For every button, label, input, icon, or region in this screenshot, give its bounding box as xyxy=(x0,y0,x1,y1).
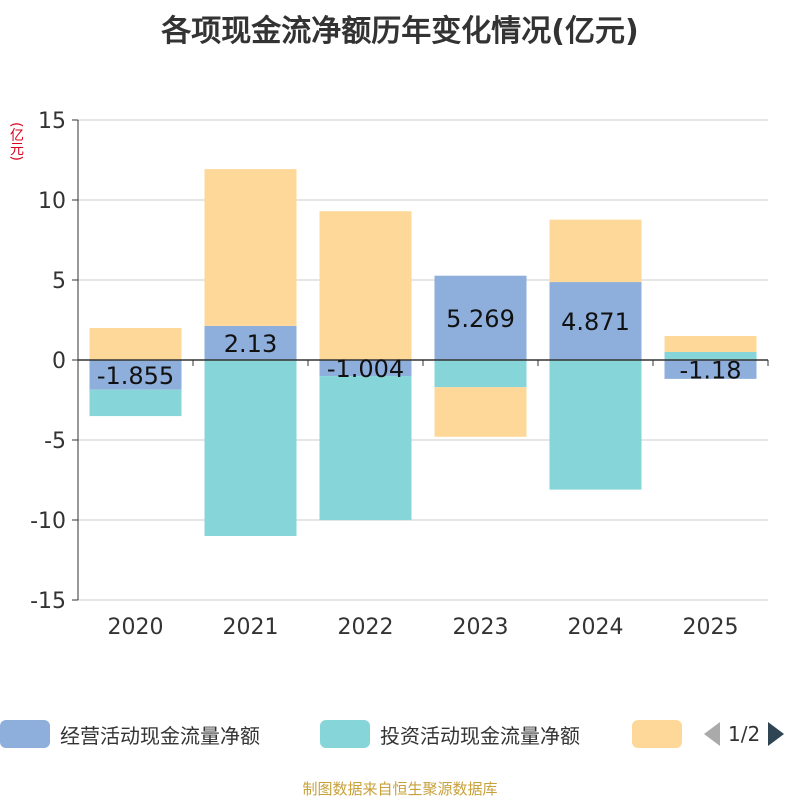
bar-2023-s1 xyxy=(434,360,527,388)
data-label: 4.871 xyxy=(561,308,630,336)
bar-2022-s2 xyxy=(319,211,412,360)
bar-2021-s0 xyxy=(204,325,297,360)
triangle-left-icon[interactable] xyxy=(702,720,720,748)
data-label: 5.269 xyxy=(446,305,515,333)
x-tick-label: 2021 xyxy=(223,615,279,640)
legend-label-investing: 投资活动现金流量净额 xyxy=(380,723,580,748)
y-tick-label: -5 xyxy=(44,429,66,454)
y-tick-label: 15 xyxy=(38,109,66,134)
y-tick-label: 5 xyxy=(52,269,66,294)
legend-item-financing[interactable] xyxy=(632,716,682,752)
legend-label-operating: 经营活动现金流量净额 xyxy=(60,723,260,748)
legend-item-operating[interactable]: 经营活动现金流量净额 xyxy=(0,716,260,752)
legend: 经营活动现金流量净额 投资活动现金流量净额 xyxy=(0,716,800,752)
y-axis-unit-label: (亿元) xyxy=(8,122,24,161)
data-label: 2.13 xyxy=(224,330,277,358)
bar-2020-s1 xyxy=(89,389,182,417)
x-tick-label: 2025 xyxy=(683,615,739,640)
bar-2020-s0 xyxy=(89,360,182,390)
bar-2021-s1 xyxy=(204,360,297,536)
pager-text: 1/2 xyxy=(728,722,761,746)
y-tick-label: -15 xyxy=(30,589,66,614)
legend-swatch-financing xyxy=(632,720,682,748)
bar-2024-s2 xyxy=(549,219,642,283)
stacked-bar-chart: 15 10 5 0 -5 -10 -15 2020 2021 2022 2023 2024 2025 -1… xyxy=(30,109,769,640)
legend-swatch-investing xyxy=(320,720,370,748)
bar-2025-s2 xyxy=(664,336,757,352)
x-tick-label: 2020 xyxy=(108,615,164,640)
legend-swatch-operating xyxy=(0,720,50,748)
legend-item-investing[interactable]: 投资活动现金流量净额 xyxy=(320,716,580,752)
bar-2021-s2 xyxy=(204,169,297,326)
bar-2023-s0 xyxy=(434,275,527,360)
data-label: -1.18 xyxy=(679,356,741,384)
bar-2022-s0 xyxy=(319,360,412,377)
legend-pager: 1/2 xyxy=(702,716,786,752)
x-tick-label: 2023 xyxy=(453,615,509,640)
data-label: -1.004 xyxy=(327,355,404,383)
bar-2020-s2 xyxy=(89,328,182,360)
y-tick-label: -10 xyxy=(30,509,66,534)
bar-2025-s1 xyxy=(664,352,757,360)
bar-2023-s2 xyxy=(434,387,527,437)
bar-2025-s0 xyxy=(664,360,757,379)
data-label: -1.855 xyxy=(97,362,174,390)
y-tick-label: 0 xyxy=(52,349,66,374)
bar-2024-s0 xyxy=(549,282,642,360)
bar-2024-s1 xyxy=(549,360,642,490)
data-source-note: 制图数据来自恒生聚源数据库 xyxy=(302,780,498,798)
x-tick-label: 2022 xyxy=(338,615,394,640)
y-tick-label: 10 xyxy=(38,189,66,214)
x-tick-label: 2024 xyxy=(568,615,624,640)
triangle-right-icon[interactable] xyxy=(768,720,786,748)
chart-title: 各项现金流净额历年变化情况(亿元) xyxy=(161,14,639,49)
bar-2022-s1 xyxy=(319,376,412,521)
